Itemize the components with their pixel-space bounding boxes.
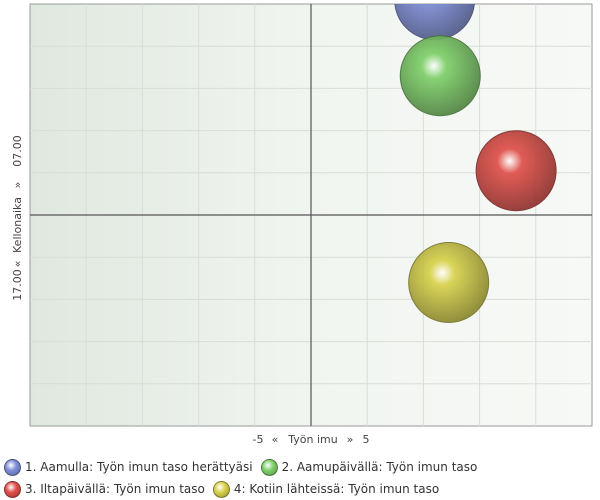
x-axis-max-label: 5 [363, 433, 370, 446]
y-axis-title: Kellonaika [11, 197, 24, 253]
legend-item-series-1[interactable]: 1. Aamulla: Työn imun taso herättyäsi [4, 458, 253, 476]
x-axis-right-arrow: » [347, 433, 354, 446]
legend: 1. Aamulla: Työn imun taso herättyäsi 2.… [4, 456, 596, 500]
legend-item-series-4[interactable]: 4: Kotiin lähteissä: Työn imun taso [212, 480, 440, 498]
bubbles [394, 4, 557, 324]
legend-swatch-2 [260, 458, 278, 476]
x-axis-min-label: -5 [253, 433, 264, 446]
bubble-series-4[interactable] [408, 242, 490, 324]
legend-item-series-2[interactable]: 2. Aamupäivällä: Työn imun taso [260, 458, 478, 476]
legend-item-series-3[interactable]: 3. Iltapäivällä: Työn imun taso [4, 480, 205, 498]
legend-label-3: 3. Iltapäivällä: Työn imun taso [25, 482, 205, 496]
legend-label-4: 4: Kotiin lähteissä: Työn imun taso [233, 482, 440, 496]
bubble-series-3[interactable] [475, 130, 557, 212]
legend-swatch-1 [4, 458, 21, 476]
x-axis-title: Työn imu [287, 433, 337, 446]
y-axis-max-label: 07.00 [11, 135, 24, 167]
x-axis-left-arrow: « [272, 433, 279, 446]
y-axis-right-arrow: » [11, 182, 24, 189]
y-axis-min-label: 17.00 [11, 269, 24, 301]
legend-row: 3. Iltapäivällä: Työn imun taso 4: Kotii… [4, 478, 596, 500]
legend-row: 1. Aamulla: Työn imun taso herättyäsi 2.… [4, 456, 596, 478]
legend-label-2: 2. Aamupäivällä: Työn imun taso [281, 460, 478, 474]
legend-swatch-4 [212, 480, 230, 498]
axes [30, 4, 592, 426]
y-axis-left-arrow: « [11, 261, 24, 268]
legend-label-1: 1. Aamulla: Työn imun taso herättyäsi [25, 460, 253, 474]
bubble-series-2[interactable] [399, 35, 481, 117]
legend-swatch-3 [4, 480, 21, 498]
